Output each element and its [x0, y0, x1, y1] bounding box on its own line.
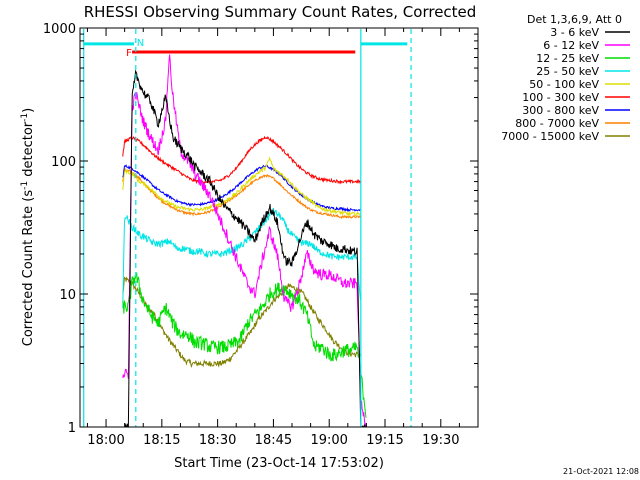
timestamp: 21-Oct-2021 12:08	[563, 467, 639, 476]
flag-layer: FN	[126, 38, 356, 59]
x-tick-label-1: 18:00	[87, 433, 124, 448]
legend-label-1: 3 - 6 keV	[550, 26, 599, 39]
y-axis-label: Corrected Count Rate (s-1 detector-1)	[20, 108, 36, 346]
flag-label-F: F	[126, 48, 132, 59]
x-axis: 18:00 18:15 18:30 18:45 19:00 19:15 19:30	[86, 28, 479, 448]
legend-label-9: 7000 - 15000 keV	[501, 130, 599, 143]
series-layer	[122, 54, 367, 428]
chart-title: RHESSI Observing Summary Count Rates, Co…	[84, 3, 477, 21]
series-line-8	[122, 168, 361, 220]
x-tick-label-2: 18:15	[143, 433, 180, 448]
y-tick-label-3: 100	[51, 155, 76, 170]
x-axis-label: Start Time (23-Oct-14 17:53:02)	[174, 456, 384, 471]
series-line-1	[122, 69, 367, 428]
y-axis: 1 10 100 1000	[43, 22, 478, 436]
legend-label-5: 50 - 100 keV	[529, 78, 599, 91]
x-tick-label-6: 19:15	[366, 433, 403, 448]
plot-frame	[79, 27, 479, 428]
series-line-7	[122, 164, 361, 213]
legend-label-8: 800 - 7000 keV	[515, 117, 599, 130]
legend-label-3: 12 - 25 keV	[536, 52, 599, 65]
x-tick-label-3: 18:30	[199, 433, 236, 448]
series-line-5	[122, 156, 361, 218]
legend-label-6: 100 - 300 keV	[522, 91, 599, 104]
legend-label-2: 6 - 12 keV	[543, 39, 599, 52]
series-line-4	[122, 207, 361, 309]
legend-label-4: 25 - 50 keV	[536, 65, 599, 78]
x-tick-label-5: 19:00	[310, 433, 347, 448]
series-line-6	[122, 135, 361, 185]
series-line-3	[122, 272, 367, 418]
series-line-2	[122, 54, 367, 428]
y-tick-label-4: 1000	[43, 22, 76, 37]
legend-label-7: 300 - 800 keV	[522, 104, 599, 117]
series-line-9	[122, 276, 361, 368]
flag-label-N: N	[137, 38, 144, 49]
x-tick-label-7: 19:30	[422, 433, 459, 448]
x-tick-label-4: 18:45	[255, 433, 292, 448]
legend-header: Det 1,3,6,9, Att 0	[527, 13, 622, 26]
night-marker-layer	[83, 29, 412, 427]
y-tick-label-2: 10	[59, 288, 76, 303]
y-tick-label-1: 1	[68, 421, 76, 436]
